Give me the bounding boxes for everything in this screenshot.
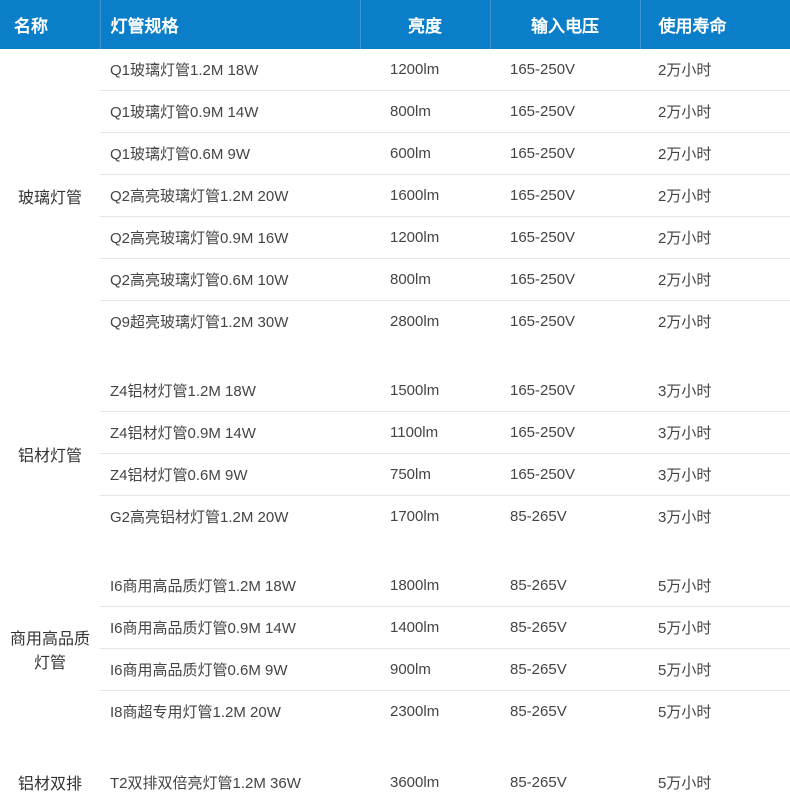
table-row: Q2高亮玻璃灯管1.2M 20W1600lm165-250V2万小时 xyxy=(0,175,790,217)
cell-voltage: 85-265V xyxy=(490,760,640,804)
cell-life: 2万小时 xyxy=(640,301,790,343)
header-brightness: 亮度 xyxy=(360,0,490,49)
cell-voltage: 165-250V xyxy=(490,49,640,91)
table-row: Q2高亮玻璃灯管0.6M 10W800lm165-250V2万小时 xyxy=(0,259,790,301)
cell-life: 2万小时 xyxy=(640,259,790,301)
cell-spec: Z4铝材灯管1.2M 18W xyxy=(100,370,360,412)
spec-table: 名称 灯管规格 亮度 输入电压 使用寿命 玻璃灯管Q1玻璃灯管1.2M 18W1… xyxy=(0,0,790,804)
cell-voltage: 165-250V xyxy=(490,259,640,301)
cell-spec: Q1玻璃灯管0.6M 9W xyxy=(100,133,360,175)
cell-spec: Q2高亮玻璃灯管1.2M 20W xyxy=(100,175,360,217)
cell-voltage: 85-265V xyxy=(490,565,640,607)
table-header-row: 名称 灯管规格 亮度 输入电压 使用寿命 xyxy=(0,0,790,49)
cell-life: 5万小时 xyxy=(640,760,790,804)
cell-spec: Q1玻璃灯管0.9M 14W xyxy=(100,91,360,133)
table-row: Q2高亮玻璃灯管0.9M 16W1200lm165-250V2万小时 xyxy=(0,217,790,259)
cell-life: 2万小时 xyxy=(640,133,790,175)
cell-voltage: 85-265V xyxy=(490,649,640,691)
cell-brightness: 1500lm xyxy=(360,370,490,412)
table-row: I6商用高品质灯管0.9M 14W1400lm85-265V5万小时 xyxy=(0,607,790,649)
group-name: 商用高品质灯管 xyxy=(0,565,100,732)
cell-voltage: 165-250V xyxy=(490,175,640,217)
cell-life: 5万小时 xyxy=(640,691,790,733)
header-voltage: 输入电压 xyxy=(490,0,640,49)
cell-spec: T2双排双倍亮灯管1.2M 36W xyxy=(100,760,360,804)
table-row: 铝材双排T2双排双倍亮灯管1.2M 36W3600lm85-265V5万小时 xyxy=(0,760,790,804)
cell-brightness: 1100lm xyxy=(360,412,490,454)
group-name: 铝材双排 xyxy=(0,760,100,804)
cell-spec: G2高亮铝材灯管1.2M 20W xyxy=(100,496,360,538)
cell-brightness: 1200lm xyxy=(360,49,490,91)
cell-spec: I6商用高品质灯管1.2M 18W xyxy=(100,565,360,607)
cell-life: 3万小时 xyxy=(640,454,790,496)
cell-brightness: 1200lm xyxy=(360,217,490,259)
table-row: Q1玻璃灯管0.6M 9W600lm165-250V2万小时 xyxy=(0,133,790,175)
cell-life: 2万小时 xyxy=(640,49,790,91)
cell-life: 5万小时 xyxy=(640,607,790,649)
cell-voltage: 165-250V xyxy=(490,454,640,496)
cell-brightness: 800lm xyxy=(360,259,490,301)
cell-voltage: 165-250V xyxy=(490,91,640,133)
cell-spec: Q1玻璃灯管1.2M 18W xyxy=(100,49,360,91)
cell-voltage: 165-250V xyxy=(490,133,640,175)
group-gap xyxy=(0,537,790,565)
cell-voltage: 85-265V xyxy=(490,496,640,538)
header-life: 使用寿命 xyxy=(640,0,790,49)
group-name: 玻璃灯管 xyxy=(0,49,100,342)
group-name: 铝材灯管 xyxy=(0,370,100,537)
cell-spec: Z4铝材灯管0.6M 9W xyxy=(100,454,360,496)
cell-spec: I8商超专用灯管1.2M 20W xyxy=(100,691,360,733)
cell-brightness: 2800lm xyxy=(360,301,490,343)
table-row: Z4铝材灯管0.9M 14W1100lm165-250V3万小时 xyxy=(0,412,790,454)
cell-brightness: 3600lm xyxy=(360,760,490,804)
cell-brightness: 1800lm xyxy=(360,565,490,607)
cell-spec: Q2高亮玻璃灯管0.9M 16W xyxy=(100,217,360,259)
table-row: Q9超亮玻璃灯管1.2M 30W2800lm165-250V2万小时 xyxy=(0,301,790,343)
cell-life: 5万小时 xyxy=(640,649,790,691)
cell-life: 3万小时 xyxy=(640,496,790,538)
table-row: 铝材灯管Z4铝材灯管1.2M 18W1500lm165-250V3万小时 xyxy=(0,370,790,412)
cell-voltage: 165-250V xyxy=(490,217,640,259)
table-row: I6商用高品质灯管0.6M 9W900lm85-265V5万小时 xyxy=(0,649,790,691)
cell-brightness: 2300lm xyxy=(360,691,490,733)
header-spec: 灯管规格 xyxy=(100,0,360,49)
cell-life: 2万小时 xyxy=(640,217,790,259)
table-row: 玻璃灯管Q1玻璃灯管1.2M 18W1200lm165-250V2万小时 xyxy=(0,49,790,91)
table-row: I8商超专用灯管1.2M 20W2300lm85-265V5万小时 xyxy=(0,691,790,733)
table-row: 商用高品质灯管I6商用高品质灯管1.2M 18W1800lm85-265V5万小… xyxy=(0,565,790,607)
cell-life: 2万小时 xyxy=(640,175,790,217)
cell-spec: Z4铝材灯管0.9M 14W xyxy=(100,412,360,454)
cell-spec: I6商用高品质灯管0.9M 14W xyxy=(100,607,360,649)
header-name: 名称 xyxy=(0,0,100,49)
cell-voltage: 85-265V xyxy=(490,691,640,733)
table-row: Q1玻璃灯管0.9M 14W800lm165-250V2万小时 xyxy=(0,91,790,133)
cell-brightness: 1400lm xyxy=(360,607,490,649)
cell-spec: I6商用高品质灯管0.6M 9W xyxy=(100,649,360,691)
cell-brightness: 1700lm xyxy=(360,496,490,538)
cell-spec: Q9超亮玻璃灯管1.2M 30W xyxy=(100,301,360,343)
cell-voltage: 165-250V xyxy=(490,301,640,343)
cell-voltage: 165-250V xyxy=(490,412,640,454)
cell-spec: Q2高亮玻璃灯管0.6M 10W xyxy=(100,259,360,301)
cell-brightness: 600lm xyxy=(360,133,490,175)
cell-life: 5万小时 xyxy=(640,565,790,607)
cell-life: 2万小时 xyxy=(640,91,790,133)
cell-brightness: 750lm xyxy=(360,454,490,496)
cell-life: 3万小时 xyxy=(640,370,790,412)
group-gap xyxy=(0,342,790,370)
cell-voltage: 85-265V xyxy=(490,607,640,649)
group-gap xyxy=(0,732,790,760)
cell-brightness: 1600lm xyxy=(360,175,490,217)
cell-brightness: 900lm xyxy=(360,649,490,691)
cell-brightness: 800lm xyxy=(360,91,490,133)
cell-life: 3万小时 xyxy=(640,412,790,454)
table-row: Z4铝材灯管0.6M 9W750lm165-250V3万小时 xyxy=(0,454,790,496)
cell-voltage: 165-250V xyxy=(490,370,640,412)
table-row: G2高亮铝材灯管1.2M 20W1700lm85-265V3万小时 xyxy=(0,496,790,538)
